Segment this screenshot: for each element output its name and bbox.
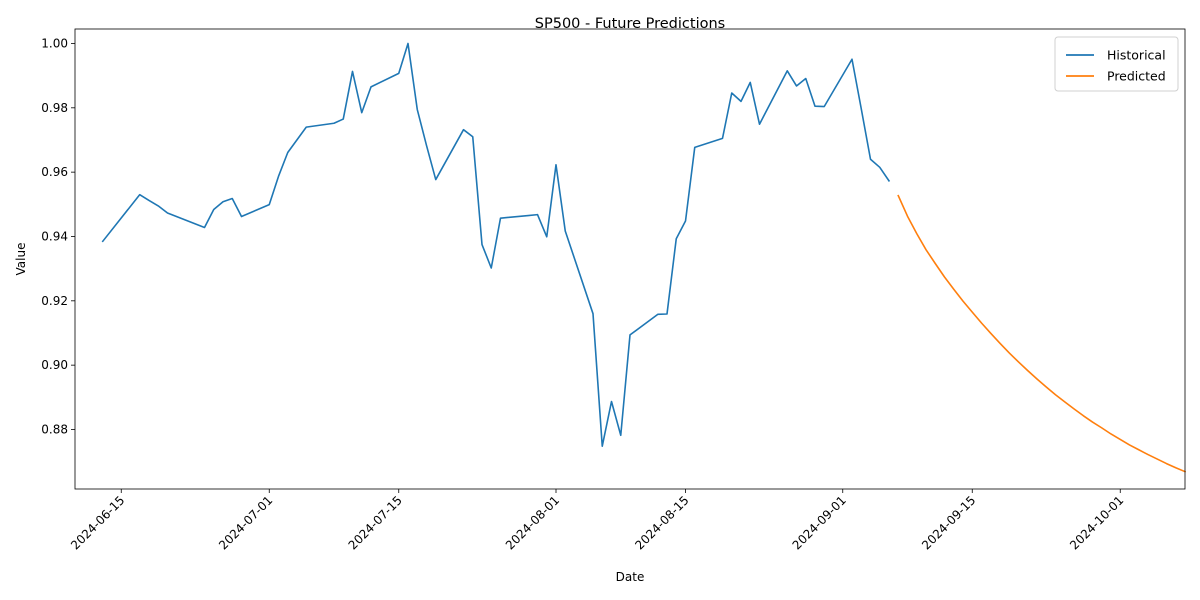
series-layer [101, 42, 1187, 473]
plot-area [74, 28, 1187, 490]
legend-label-predicted: Predicted [1107, 69, 1166, 84]
axes-frame [74, 28, 1186, 490]
legend: Historical Predicted [1054, 36, 1179, 92]
y-axis: 0.88 0.90 0.92 0.94 0.96 0.98 1.00 [41, 36, 75, 436]
series-line-predicted [897, 194, 1187, 473]
legend-box [1054, 36, 1179, 92]
y-tick-label: 0.96 [41, 165, 68, 179]
y-tick-label: 0.90 [41, 358, 68, 372]
series-line-historical [101, 42, 891, 448]
legend-label-historical: Historical [1107, 48, 1166, 63]
y-tick-label: 0.94 [41, 229, 68, 243]
y-tick-label: 0.88 [41, 422, 68, 436]
y-axis-label: Value [14, 243, 28, 276]
y-tick-label: 0.92 [41, 294, 68, 308]
y-tick-label: 0.98 [41, 101, 68, 115]
y-tick-label: 1.00 [41, 36, 68, 50]
chart-title: SP500 - Future Predictions [535, 16, 725, 32]
x-axis-label: Date [616, 570, 645, 584]
